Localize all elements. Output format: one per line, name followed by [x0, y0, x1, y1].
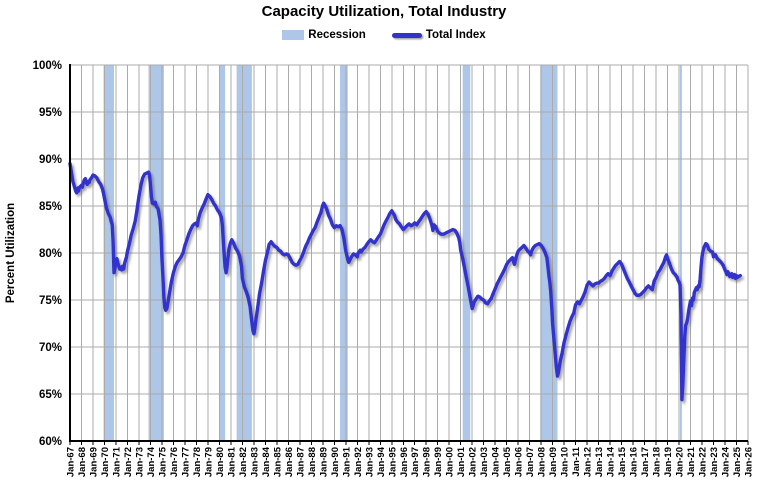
x-tick-label: Jan-69 — [88, 447, 99, 477]
x-tick-label: Jan-83 — [249, 447, 260, 477]
x-tick-label: Jan-92 — [353, 447, 364, 477]
y-tick-label: 90% — [39, 154, 62, 166]
x-tick-label: Jan-02 — [468, 447, 479, 477]
x-tick-label: Jan-98 — [422, 447, 433, 477]
recession-swatch-icon — [282, 30, 305, 40]
chart-title: Capacity Utilization, Total Industry — [261, 3, 507, 20]
x-tick-label: Jan-75 — [157, 446, 168, 477]
x-tick-label: Jan-01 — [456, 446, 467, 477]
x-tick-label: Jan-93 — [364, 447, 375, 477]
x-tick-label: Jan-18 — [652, 447, 663, 477]
x-tick-label: Jan-13 — [594, 447, 605, 477]
y-tick-label: 85% — [39, 201, 62, 213]
x-tick-label: Jan-24 — [721, 446, 732, 477]
x-tick-label: Jan-89 — [318, 447, 329, 477]
y-tick-label: 75% — [39, 295, 62, 307]
y-axis-title: Percent Utilization — [5, 203, 17, 303]
x-tick-label: Jan-72 — [123, 447, 134, 477]
x-tick-label: Jan-74 — [146, 446, 157, 477]
x-tick-label: Jan-07 — [525, 447, 536, 477]
x-tick-label: Jan-21 — [686, 446, 697, 477]
x-tick-label: Jan-80 — [215, 447, 226, 477]
y-tick-label: 65% — [39, 389, 62, 401]
x-tick-label: Jan-81 — [226, 446, 237, 477]
x-tick-label: Jan-97 — [410, 447, 421, 477]
x-tick-label: Jan-26 — [744, 447, 755, 477]
x-tick-label: Jan-23 — [709, 447, 720, 477]
x-tick-label: Jan-06 — [514, 447, 525, 477]
x-tick-label: Jan-10 — [560, 447, 571, 477]
x-tick-label: Jan-79 — [203, 447, 214, 477]
x-tick-label: Jan-70 — [100, 447, 111, 477]
x-tick-label: Jan-94 — [376, 446, 387, 477]
x-tick-label: Jan-14 — [606, 446, 617, 477]
x-tick-label: Jan-87 — [295, 447, 306, 477]
legend-recession-label: Recession — [308, 29, 366, 41]
x-tick-label: Jan-19 — [663, 447, 674, 477]
x-tick-label: Jan-76 — [169, 447, 180, 477]
x-tick-label: Jan-95 — [387, 446, 398, 477]
x-tick-label: Jan-12 — [583, 447, 594, 477]
total-index-line-swatch-icon — [391, 32, 422, 38]
x-tick-label: Jan-84 — [261, 446, 272, 477]
x-tick-label: Jan-03 — [479, 447, 490, 477]
x-tick-label: Jan-11 — [571, 446, 582, 476]
y-tick-label: 60% — [39, 436, 62, 448]
x-tick-label: Jan-17 — [640, 447, 651, 477]
x-tick-labels: Jan-67 Jan-68 Jan-69 Jan-70 Jan-71 Jan-72 Jan-… — [66, 446, 755, 477]
x-tick-label: Jan-67 — [66, 447, 77, 477]
y-tick-labels: 100% 95% 90% 85% 80% 75% 70% 65% 60% — [33, 60, 62, 448]
x-tick-label: Jan-99 — [433, 447, 444, 477]
legend-total-index-label: Total Index — [425, 29, 486, 41]
x-tick-label: Jan-77 — [180, 447, 191, 477]
x-tick-label: Jan-15 — [617, 446, 628, 477]
x-tick-label: Jan-04 — [491, 446, 502, 477]
x-tick-label: Jan-85 — [272, 446, 283, 477]
x-tick-label: Jan-00 — [445, 447, 456, 477]
y-tick-label: 100% — [33, 60, 62, 72]
axes — [69, 64, 749, 445]
x-tick-label: Jan-09 — [548, 447, 559, 477]
x-tick-label: Jan-05 — [502, 446, 513, 477]
x-tick-label: Jan-78 — [192, 447, 203, 477]
x-tick-label: Jan-90 — [330, 447, 341, 477]
total-index-line — [68, 162, 742, 402]
x-tick-label: Jan-82 — [238, 447, 249, 477]
x-tick-label: Jan-20 — [675, 447, 686, 477]
legend-item-total-index: Total Index — [391, 29, 486, 41]
x-tick-label: Jan-71 — [111, 446, 122, 477]
x-tick-label: Jan-91 — [341, 446, 352, 477]
chart-legend: Recession Total Index — [0, 29, 768, 41]
gridlines — [70, 64, 749, 441]
x-tick-label: Jan-73 — [134, 447, 145, 477]
x-tick-label: Jan-16 — [629, 447, 640, 477]
x-tick-label: Jan-88 — [307, 447, 318, 477]
y-tick-label: 70% — [39, 342, 62, 354]
x-tick-label: Jan-96 — [399, 447, 410, 477]
x-tick-label: Jan-25 — [732, 446, 743, 477]
y-tick-label: 80% — [39, 248, 62, 260]
x-tick-label: Jan-68 — [77, 447, 88, 477]
x-tick-label: Jan-86 — [284, 447, 295, 477]
x-tick-label: Jan-08 — [537, 447, 548, 477]
x-tick-label: Jan-22 — [698, 447, 709, 477]
legend-item-recession: Recession — [282, 29, 366, 41]
y-tick-label: 95% — [39, 107, 62, 119]
